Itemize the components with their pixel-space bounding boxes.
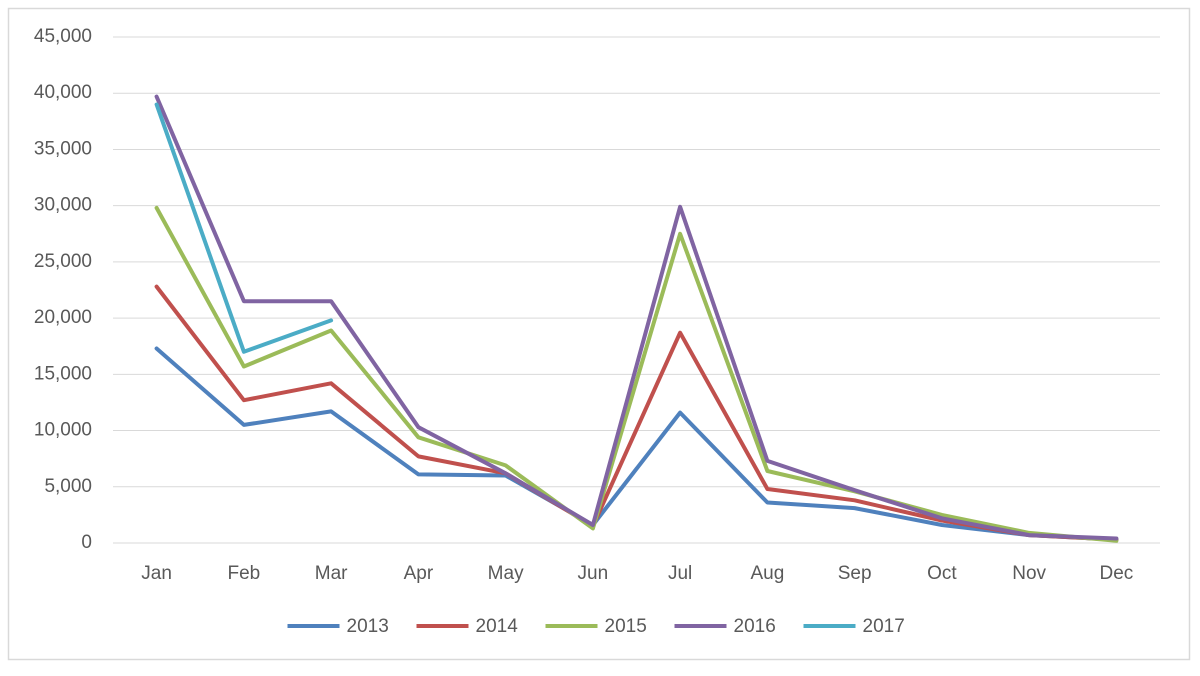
y-tick-label: 10,000 [34, 420, 92, 441]
y-tick-label: 40,000 [34, 82, 92, 103]
series-line [154, 205, 1119, 543]
y-tick-label: 20,000 [34, 307, 92, 328]
x-tick-label: Jul [668, 563, 692, 584]
x-tick-label: Aug [750, 563, 784, 584]
y-tick-label: 0 [81, 532, 92, 553]
y-tick-label: 45,000 [34, 26, 92, 47]
x-tick-label: Oct [927, 563, 957, 584]
x-tick-label: Nov [1012, 563, 1046, 584]
series-line [154, 346, 1119, 542]
x-tick-label: Feb [228, 563, 261, 584]
legend-label: 2014 [476, 616, 519, 637]
y-tick-label: 35,000 [34, 138, 92, 159]
x-tick-label: Apr [404, 563, 434, 584]
x-tick-label: May [488, 563, 524, 584]
series-line [154, 102, 334, 354]
x-tick-label: Jan [141, 563, 172, 584]
legend-label: 2013 [347, 616, 389, 637]
x-tick-label: Sep [838, 563, 872, 584]
y-tick-label: 5,000 [44, 476, 92, 497]
y-tick-label: 25,000 [34, 251, 92, 272]
x-tick-label: Mar [315, 563, 348, 584]
y-tick-label: 15,000 [34, 363, 92, 384]
legend-label: 2016 [734, 616, 776, 637]
series-line [154, 94, 1119, 541]
x-tick-label: Dec [1099, 563, 1133, 584]
x-tick-label: Jun [578, 563, 609, 584]
legend-label: 2015 [605, 616, 647, 637]
y-tick-label: 30,000 [34, 195, 92, 216]
chart-border [7, 7, 1191, 661]
legend-label: 2017 [863, 616, 905, 637]
